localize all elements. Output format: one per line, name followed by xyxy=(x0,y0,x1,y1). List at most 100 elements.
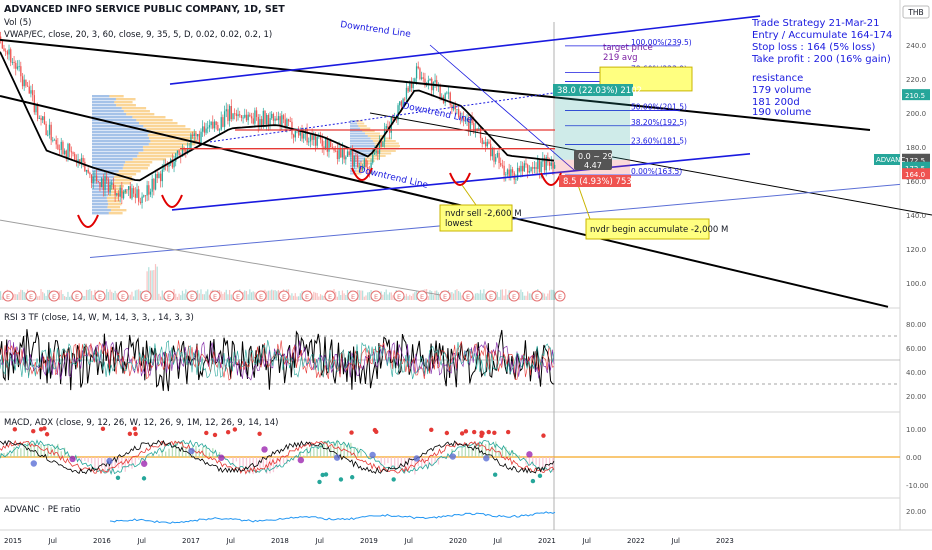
candle-body xyxy=(360,166,362,170)
candle-body xyxy=(525,163,527,165)
earnings-marker[interactable] xyxy=(278,290,290,302)
candle-body xyxy=(404,98,406,100)
earnings-marker[interactable] xyxy=(186,290,198,302)
callout-nvdr-sell-line-2: lowest xyxy=(445,219,473,229)
earnings-marker[interactable] xyxy=(416,290,428,302)
earnings-marker-label: E xyxy=(374,293,378,301)
volume-profile-bar xyxy=(92,125,144,128)
earnings-marker[interactable] xyxy=(25,290,37,302)
volume-bar xyxy=(69,296,71,300)
candle-body xyxy=(247,114,249,121)
candle-body xyxy=(511,169,514,173)
candle-body xyxy=(94,175,96,177)
macd-pane-title: MACD, ADX (close, 9, 12, 26, W, 12, 26, … xyxy=(4,418,278,428)
price-badge xyxy=(902,153,930,165)
volume-bar xyxy=(341,290,344,300)
earnings-marker[interactable] xyxy=(301,290,313,302)
candle-body xyxy=(213,121,216,129)
macd-signal-dot xyxy=(492,430,497,435)
volume-bar xyxy=(227,294,229,300)
candle-body xyxy=(141,196,143,203)
macd-histogram-bar xyxy=(87,457,89,463)
volume-bar xyxy=(392,295,394,300)
volume-profile-bar xyxy=(92,185,110,188)
earnings-marker[interactable] xyxy=(347,290,359,302)
earnings-marker[interactable] xyxy=(324,290,336,302)
earnings-marker[interactable] xyxy=(232,290,244,302)
earnings-marker[interactable] xyxy=(462,290,474,302)
candle-body xyxy=(309,133,312,142)
volume-bar xyxy=(109,289,111,300)
uptrend-channel-bottom[interactable] xyxy=(171,153,751,211)
candle-body xyxy=(424,78,426,86)
candle-body xyxy=(351,150,354,167)
earnings-marker[interactable] xyxy=(209,290,221,302)
volume-bar xyxy=(523,295,525,300)
earnings-marker[interactable] xyxy=(94,290,106,302)
candle-body xyxy=(215,121,217,125)
earnings-marker-label: E xyxy=(305,293,309,301)
candle-body xyxy=(151,178,153,192)
earnings-marker[interactable] xyxy=(117,290,129,302)
volume-bar xyxy=(60,289,62,300)
target-zone[interactable] xyxy=(555,95,630,160)
earnings-marker[interactable] xyxy=(140,290,152,302)
earnings-marker[interactable] xyxy=(531,290,543,302)
volume-profile-bar xyxy=(149,131,197,134)
volume-bar xyxy=(543,293,546,300)
macd-histogram-bar xyxy=(484,444,487,457)
earnings-marker-label: E xyxy=(190,293,194,301)
macd-histogram-bar xyxy=(232,457,234,467)
earnings-marker[interactable] xyxy=(255,290,267,302)
volume-profile-bar xyxy=(109,185,124,188)
earnings-marker[interactable] xyxy=(2,290,14,302)
earnings-marker[interactable] xyxy=(485,290,497,302)
macd-histogram-bar xyxy=(538,457,541,468)
uptrend-channel-top[interactable] xyxy=(169,15,761,85)
earnings-marker[interactable] xyxy=(370,290,382,302)
downtrend-line-upper[interactable] xyxy=(0,38,871,131)
currency-badge-text: THB xyxy=(907,8,923,17)
macd-signal-dot xyxy=(391,477,396,482)
volume-profile-bar xyxy=(142,146,185,149)
volume-bar xyxy=(38,295,40,300)
candle-body xyxy=(538,159,541,172)
callout-nvdr-sell[interactable]: nvdr sell -2,600 M lowest xyxy=(439,184,522,232)
earnings-marker[interactable] xyxy=(393,290,405,302)
candle-body xyxy=(223,111,226,127)
candle-body xyxy=(319,135,322,140)
earnings-marker[interactable] xyxy=(71,290,83,302)
fan-line[interactable] xyxy=(429,44,576,172)
earnings-marker[interactable] xyxy=(48,290,60,302)
earnings-marker[interactable] xyxy=(163,290,175,302)
volume-profile-bar xyxy=(92,137,150,140)
macd-histogram-bar xyxy=(67,454,69,457)
volume-profile-bar xyxy=(116,104,136,107)
macd-cross-dot xyxy=(30,460,37,467)
time-axis-label: Jul xyxy=(48,537,58,545)
macd-cross-dot xyxy=(188,447,195,455)
earnings-marker[interactable] xyxy=(508,290,520,302)
volume-bar xyxy=(153,270,155,300)
earnings-marker[interactable] xyxy=(439,290,451,302)
price-tick-label: 100.0 xyxy=(906,280,926,288)
volume-profile-bar xyxy=(367,135,386,137)
candle-body xyxy=(80,157,83,164)
downtrend-line-lower[interactable] xyxy=(0,95,889,308)
old-trend-line[interactable] xyxy=(0,219,451,298)
candle-body xyxy=(0,36,2,41)
candle-body xyxy=(412,82,414,89)
candle-body xyxy=(176,150,179,154)
rsi-tick-label: 40.00 xyxy=(906,369,926,377)
volume-bar xyxy=(116,293,118,300)
volume-profile-bar xyxy=(92,134,148,137)
callout-nvdr-accumulate[interactable]: nvdr begin accumulate -2,000 M xyxy=(577,184,728,240)
earnings-marker[interactable] xyxy=(554,290,566,302)
candle-body xyxy=(109,184,111,192)
volume-bar xyxy=(267,290,269,300)
macd-signal-dot xyxy=(115,475,121,480)
macd-histogram-bar xyxy=(542,457,544,468)
candle-body xyxy=(377,150,379,154)
